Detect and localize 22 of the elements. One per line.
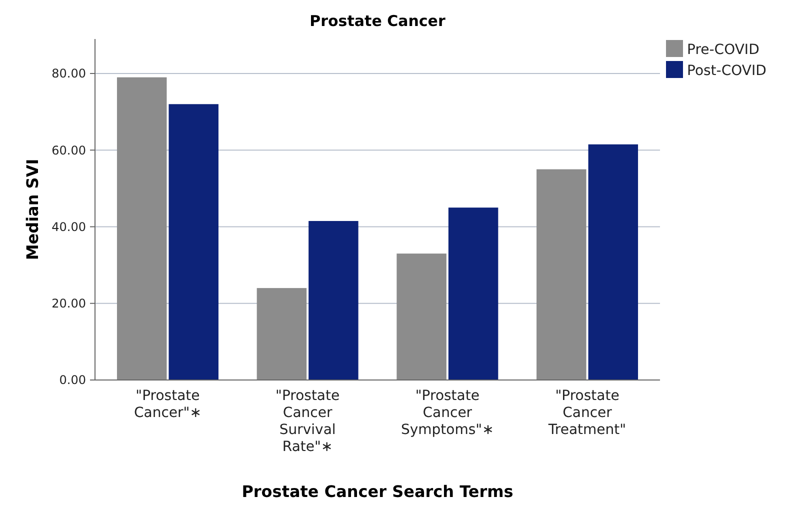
- bar: [256, 288, 307, 380]
- y-tick-label: 60.00: [52, 143, 86, 158]
- bar: [536, 169, 586, 380]
- bar: [448, 208, 498, 380]
- y-tick-label: 20.00: [52, 296, 86, 311]
- x-tick-label: "Prostate Cancer Symptoms"∗: [400, 388, 494, 438]
- legend-label: Post-COVID: [687, 62, 766, 79]
- x-tick-label: "Prostate Cancer Survival Rate"∗: [276, 388, 340, 455]
- y-tick-label: 80.00: [52, 66, 86, 81]
- y-tick-label: 0.00: [59, 373, 86, 388]
- x-axis-title: Prostate Cancer Search Terms: [242, 482, 514, 501]
- y-axis-title: Median SVI: [23, 158, 42, 260]
- bar: [168, 104, 218, 380]
- chart-title: Prostate Cancer: [310, 12, 446, 30]
- x-tick-label: "Prostate Cancer"∗: [134, 388, 202, 421]
- bar: [396, 254, 446, 380]
- x-tick-label: "Prostate Cancer Treatment": [547, 388, 626, 438]
- legend-label: Pre-COVID: [687, 42, 760, 58]
- bar: [588, 144, 638, 380]
- bar: [116, 77, 167, 380]
- y-tick-label: 40.00: [52, 220, 86, 234]
- bar: [308, 220, 358, 380]
